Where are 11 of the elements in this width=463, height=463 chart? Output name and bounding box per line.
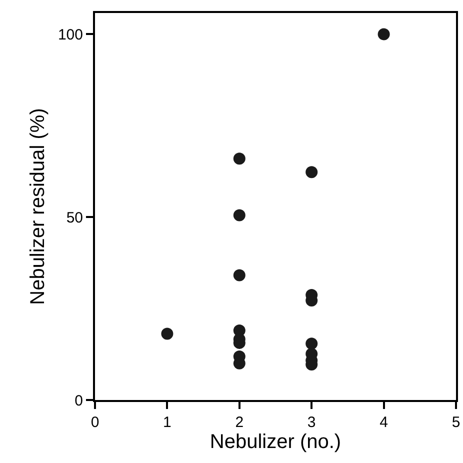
y-tick-label: 50 xyxy=(66,209,83,226)
x-tick-label: 1 xyxy=(163,414,172,431)
y-axis-title: Nebulizer residual (%) xyxy=(26,108,49,305)
x-tick-label: 2 xyxy=(235,414,244,431)
x-axis-title: Nebulizer (no.) xyxy=(210,431,342,453)
x-tick-label: 5 xyxy=(452,414,460,431)
x-tick-label: 0 xyxy=(90,414,100,431)
y-tick-label: 0 xyxy=(74,392,83,410)
x-tick-label: 3 xyxy=(307,414,316,431)
x-tick-label: 4 xyxy=(380,414,388,431)
y-tick-label: 100 xyxy=(58,26,83,44)
